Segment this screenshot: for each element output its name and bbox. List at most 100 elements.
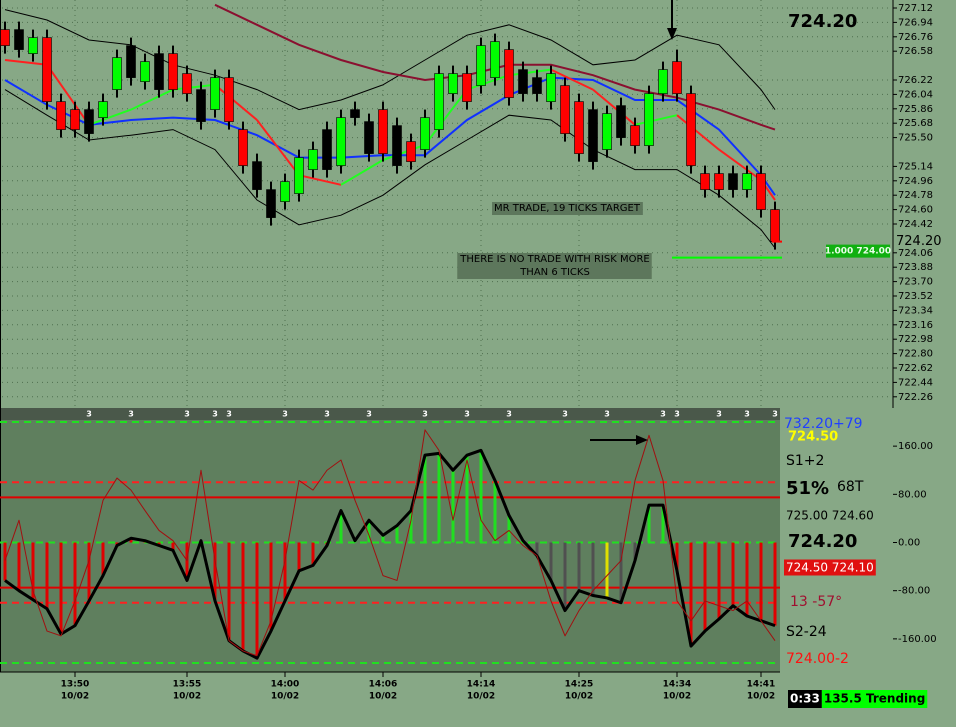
side-readout: S1+2	[786, 453, 824, 469]
histogram-bar	[563, 542, 567, 611]
overlay-line-segment	[88, 108, 132, 126]
candle-body	[714, 173, 724, 190]
candle-body	[280, 181, 290, 202]
histogram-bar	[675, 542, 679, 571]
y-tick-label: 725.14	[898, 161, 933, 172]
y-tick-label: 726.22	[898, 75, 933, 86]
candle-body	[602, 113, 612, 150]
chart-layers: 727.12 726.94 726.76 726.58 726.22 726.04 725.…	[0, 0, 942, 708]
x-date-label: 10/02	[173, 692, 201, 702]
annotation-box	[492, 202, 643, 215]
annotation-text: THERE IS NO TRADE WITH RISK MORE	[459, 254, 649, 265]
bar-marker: 3	[772, 410, 778, 419]
annotation: MR TRADE, 19 TICKS TARGET	[492, 202, 643, 215]
candle-body	[322, 129, 332, 170]
side-readout: 724.20	[788, 531, 857, 552]
histogram-bar	[381, 535, 385, 543]
overlay-line-segment	[130, 88, 174, 111]
y-tick-label: 724.60	[898, 205, 933, 216]
bar-marker: 3	[506, 410, 512, 419]
bar-marker: 3	[324, 410, 330, 419]
signal-arrow-head	[636, 435, 648, 445]
x-tick-label: 13:55	[173, 680, 202, 690]
annotation-text: MR TRADE, 19 TICKS TARGET	[494, 203, 641, 214]
x-date-label: 10/02	[467, 692, 495, 702]
bar-marker: 3	[128, 410, 134, 419]
candle-body	[252, 161, 262, 190]
last-price-axis: 724.20	[896, 234, 942, 249]
y-tick-label: -80.00	[898, 586, 930, 597]
histogram-bar	[577, 542, 581, 591]
candle-body	[770, 209, 780, 242]
y-tick-label: 726.04	[898, 89, 933, 100]
signal-arrow-head	[667, 28, 677, 40]
candle-body	[126, 45, 136, 78]
y-tick-label: 723.88	[898, 262, 933, 273]
candle-body	[560, 85, 570, 134]
overlay-line-segment	[382, 143, 426, 161]
histogram-bar	[605, 542, 609, 598]
bar-marker: 3	[744, 410, 750, 419]
x-tick-label: 14:06	[369, 680, 398, 690]
candle-body	[476, 45, 486, 86]
histogram-bar	[731, 542, 735, 606]
candle-body	[0, 29, 10, 46]
histogram-bar	[549, 542, 553, 581]
histogram-bar	[661, 505, 665, 543]
candle-body	[196, 89, 206, 122]
oscillator-line	[4, 429, 776, 657]
bar-marker: 3	[184, 410, 190, 419]
order-label-box	[826, 244, 890, 258]
annotation-text: THAN 6 TICKS	[519, 267, 590, 278]
histogram-bar	[507, 515, 511, 543]
bar-marker: 3	[282, 410, 288, 419]
candle-body	[462, 73, 472, 102]
bar-marker: 3	[212, 410, 218, 419]
histogram-bar	[171, 542, 175, 551]
x-date-label: 10/02	[61, 692, 89, 702]
histogram-bar	[31, 542, 35, 600]
overlay-line-segment	[4, 59, 48, 66]
bar-marker: 3	[604, 410, 610, 419]
candle-body	[224, 77, 234, 122]
histogram-bar	[339, 510, 343, 543]
overlay-line	[4, 89, 776, 249]
candle-body	[28, 37, 38, 54]
histogram-bar	[227, 542, 231, 641]
y-tick-label: 726.94	[898, 17, 933, 28]
histogram-bar	[59, 542, 63, 635]
histogram-bar	[101, 542, 105, 576]
candle-body	[630, 125, 640, 146]
x-tick-label: 14:25	[565, 680, 594, 690]
bar-marker: 3	[366, 410, 372, 419]
candle-body	[266, 189, 276, 218]
histogram-bar	[87, 542, 91, 601]
histogram-bar	[297, 542, 301, 571]
annotation: THERE IS NO TRADE WITH RISK MORE THAN 6 T…	[457, 253, 652, 279]
x-tick-label: 13:50	[61, 680, 90, 690]
y-tick-label: 723.70	[898, 277, 933, 288]
bar-marker: 3	[562, 410, 568, 419]
order-label: 1.000 724.00	[825, 247, 891, 257]
y-tick-label: 723.16	[898, 320, 933, 331]
candle-body	[364, 121, 374, 154]
histogram-bar	[213, 542, 217, 601]
x-date-label: 10/02	[747, 692, 775, 702]
annotation-box	[457, 253, 652, 279]
x-date-label: 10/02	[369, 692, 397, 702]
histogram-bar	[689, 542, 693, 647]
side-readout: 51%	[786, 478, 829, 499]
histogram-bar	[255, 542, 259, 659]
side-readout: 724.00-2	[786, 651, 849, 667]
candle-body	[546, 73, 556, 102]
y-tick-label: 160.00	[898, 441, 933, 452]
candle-body	[140, 61, 150, 82]
y-tick-label: 726.58	[898, 46, 933, 57]
x-date-label: 10/02	[271, 692, 299, 702]
histogram-bar	[703, 542, 707, 632]
overlay-line-segment	[256, 119, 300, 176]
overlay-line	[4, 9, 776, 111]
overlay-line-segment	[214, 84, 258, 121]
histogram-bar	[535, 542, 539, 556]
